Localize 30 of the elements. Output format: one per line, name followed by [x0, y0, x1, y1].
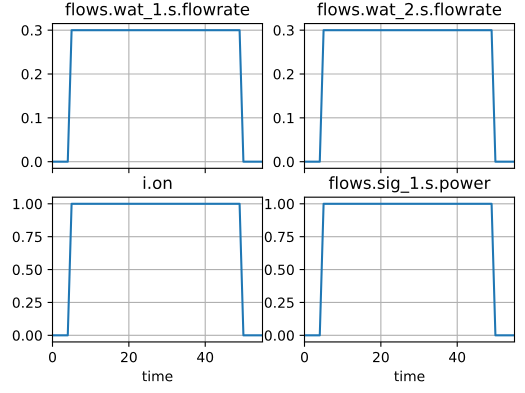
- y-tick-label: 0.75: [12, 232, 42, 242]
- x-tick-label: 40: [449, 352, 466, 362]
- x-tick-label: 0: [300, 352, 308, 362]
- y-tick-label: 0.25: [12, 297, 42, 308]
- y-tick-label: 0.0: [22, 156, 42, 168]
- y-tick-label: 0.00: [264, 330, 294, 341]
- y-tick-label: 0.0: [274, 156, 294, 168]
- x-axis-title: time: [142, 370, 172, 382]
- y-tick-label: 1.00: [265, 198, 294, 210]
- chart-title: i.on: [144, 176, 172, 190]
- y-tick-label: 0.1: [22, 112, 42, 124]
- y-tick-label: 0.50: [12, 264, 42, 276]
- y-tick-label: 0.2: [274, 68, 294, 80]
- chart-title: flows.sig_1.s.power: [328, 176, 490, 193]
- y-tick-label: 0.75: [264, 232, 294, 242]
- x-tick-label: 20: [121, 352, 137, 362]
- chart-title: flows.wat_2.s.flowrate: [317, 2, 502, 20]
- y-tick-label: 0.50: [264, 264, 294, 276]
- x-tick-label: 0: [48, 352, 56, 362]
- y-tick-label: 1.00: [13, 198, 42, 210]
- y-tick-label: 0.3: [22, 25, 42, 36]
- x-axis-title: time: [394, 370, 424, 382]
- y-tick-label: 0.00: [12, 330, 42, 341]
- y-tick-label: 0.2: [22, 68, 42, 80]
- y-tick-label: 0.3: [274, 25, 294, 36]
- x-tick-label: 40: [197, 352, 214, 362]
- y-tick-label: 0.1: [274, 112, 294, 124]
- chart-title: flows.wat_1.s.flowrate: [65, 2, 250, 20]
- x-tick-label: 20: [373, 352, 389, 362]
- y-tick-label: 0.25: [264, 297, 294, 308]
